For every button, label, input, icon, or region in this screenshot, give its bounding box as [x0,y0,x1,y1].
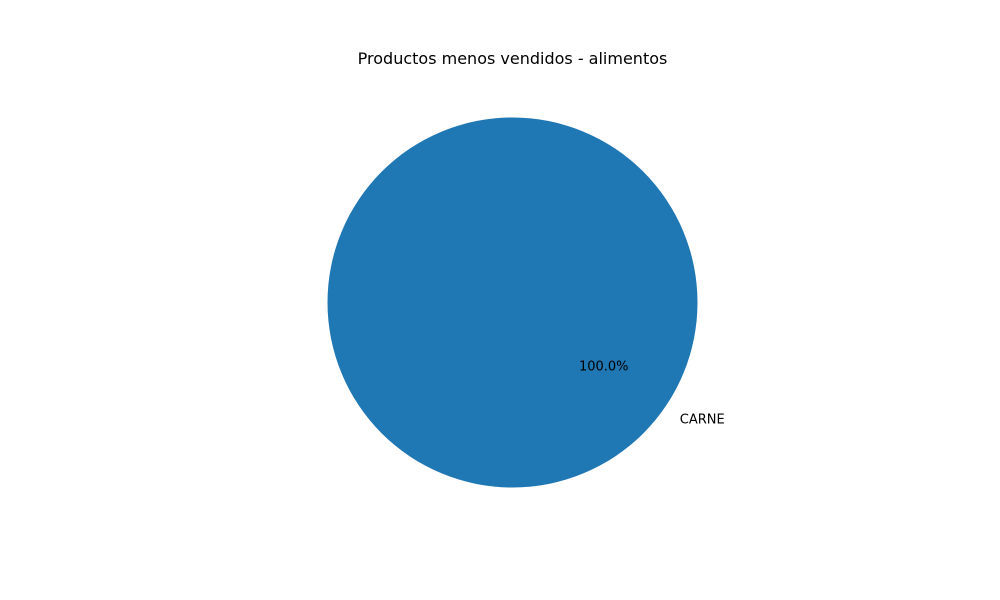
pie-labels: CARNE 100.0% [579,360,725,428]
pie-slice-carne [327,117,698,488]
slice-percent-label: 100.0% [579,360,629,375]
slice-label: CARNE [680,412,725,427]
pie-slices [327,117,698,488]
chart-title: Productos menos vendidos - alimentos [358,49,668,68]
